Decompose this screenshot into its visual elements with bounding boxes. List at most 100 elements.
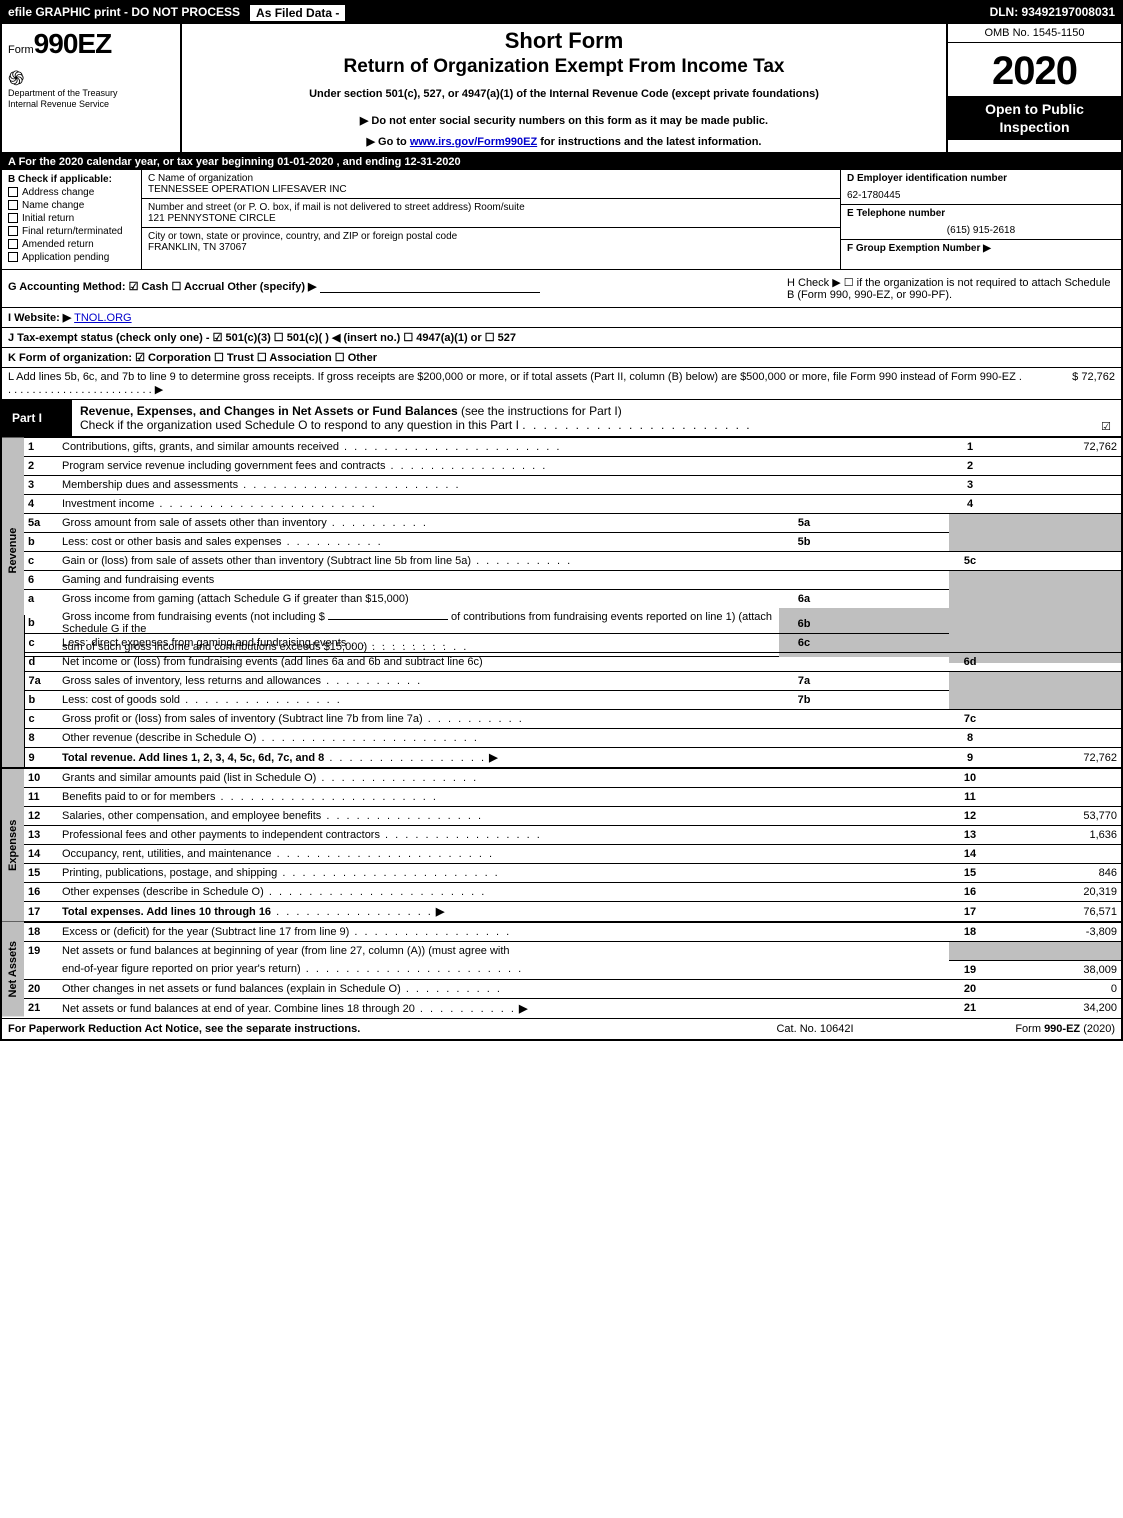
col-b: B Check if applicable: Address change Na…: [2, 170, 142, 269]
row-i-website: I Website: ▶ TNOL.ORG: [2, 308, 1121, 328]
l12-n: 12: [24, 807, 58, 826]
irs-link[interactable]: www.irs.gov/Form990EZ: [410, 136, 537, 148]
l21-d: Net assets or fund balances at end of ye…: [58, 998, 949, 1018]
l10-n: 10: [24, 768, 58, 788]
l18-val: -3,809: [991, 922, 1121, 942]
l4-n: 4: [24, 495, 58, 514]
l3-num: 3: [949, 476, 991, 495]
l16-val: 20,319: [991, 883, 1121, 902]
l17-n: 17: [24, 902, 58, 923]
header-left: Form990EZ ֍ Department of the Treasury I…: [2, 24, 182, 152]
website-link[interactable]: TNOL.ORG: [74, 312, 131, 324]
group-exempt-block: F Group Exemption Number ▶: [841, 240, 1121, 257]
grey-5ab-val: [991, 514, 1121, 552]
row-l-receipts: L Add lines 5b, 6c, and 7b to line 9 to …: [2, 368, 1121, 400]
l2-val: [991, 457, 1121, 476]
org-name-block: C Name of organization TENNESSEE OPERATI…: [142, 170, 840, 199]
l6d-n: d: [24, 653, 58, 672]
omb-number: OMB No. 1545-1150: [948, 24, 1121, 43]
side-revenue: Revenue: [2, 438, 24, 664]
part1-title: Revenue, Expenses, and Changes in Net As…: [72, 400, 1091, 436]
open-line1: Open to Public: [950, 100, 1119, 118]
subtitle: Under section 501(c), 527, or 4947(a)(1)…: [190, 88, 938, 100]
l14-num: 14: [949, 845, 991, 864]
l9-d: Total revenue. Add lines 1, 2, 3, 4, 5c,…: [58, 748, 949, 769]
l5a-midval: [829, 514, 949, 533]
other-specify-line: [320, 292, 540, 293]
goto-pre: ▶ Go to: [367, 136, 410, 148]
l5b-mid: 5b: [779, 533, 829, 552]
footer-cat: Cat. No. 10642I: [715, 1023, 915, 1035]
city-val: FRANKLIN, TN 37067: [148, 242, 834, 253]
open-line2: Inspection: [950, 118, 1119, 136]
l11-num: 11: [949, 788, 991, 807]
side-netassets: Net Assets: [2, 922, 24, 1018]
d-label: D Employer identification number: [847, 173, 1115, 184]
l7b-n: b: [24, 691, 58, 710]
l16-n: 16: [24, 883, 58, 902]
h-schedule-b: H Check ▶ ☐ if the organization is not r…: [781, 270, 1121, 307]
l19-n: 19: [24, 942, 58, 961]
grey-5ab: [949, 514, 991, 552]
l6a-mid: 6a: [779, 590, 829, 609]
l16-num: 16: [949, 883, 991, 902]
row-j-status: J Tax-exempt status (check only one) - ☑…: [2, 328, 1121, 348]
l6c-mid: 6c: [779, 634, 829, 653]
street-block: Number and street (or P. O. box, if mail…: [142, 199, 840, 228]
col-def: D Employer identification number 62-1780…: [841, 170, 1121, 269]
l-text: L Add lines 5b, 6c, and 7b to line 9 to …: [8, 371, 1025, 396]
topbar-spacer: [349, 2, 983, 24]
side-expenses: Expenses: [2, 768, 24, 922]
l7a-d: Gross sales of inventory, less returns a…: [58, 672, 779, 691]
l8-n: 8: [24, 729, 58, 748]
chk-final: Final return/terminated: [8, 226, 135, 237]
footer-right: Form 990-EZ (2020): [915, 1023, 1115, 1035]
l2-n: 2: [24, 457, 58, 476]
l15-d: Printing, publications, postage, and shi…: [58, 864, 949, 883]
lines-table-2: 6b c Less: direct expenses from gaming a…: [2, 615, 1121, 1018]
l15-n: 15: [24, 864, 58, 883]
main-title: Return of Organization Exempt From Incom…: [190, 56, 938, 78]
form-number: Form990EZ: [8, 28, 174, 60]
l5a-n: 5a: [24, 514, 58, 533]
l14-val: [991, 845, 1121, 864]
f-label: F Group Exemption Number ▶: [847, 243, 991, 254]
form-990ez: 990EZ: [34, 28, 112, 59]
l10-val: [991, 768, 1121, 788]
l10-num: 10: [949, 768, 991, 788]
l6d-d: Net income or (loss) from fundraising ev…: [58, 653, 949, 672]
row-gh: G Accounting Method: ☑ Cash ☐ Accrual Ot…: [2, 270, 1121, 308]
l11-val: [991, 788, 1121, 807]
part1-checked: ☑: [1091, 400, 1121, 436]
i-label: I Website: ▶: [8, 312, 71, 324]
topbar-left: efile GRAPHIC print - DO NOT PROCESS: [2, 2, 246, 24]
b-title: B Check if applicable:: [8, 174, 135, 185]
l20-n: 20: [24, 979, 58, 998]
l9-val: 72,762: [991, 748, 1121, 769]
l2-d: Program service revenue including govern…: [58, 457, 949, 476]
l6a-midval: [829, 590, 949, 609]
l6b-mid2: 6b: [779, 615, 829, 634]
chk-initial: Initial return: [8, 213, 135, 224]
l19-num: 19: [949, 960, 991, 979]
l20-val: 0: [991, 979, 1121, 998]
l6-d: Gaming and fundraising events: [58, 571, 949, 590]
e-label: E Telephone number: [847, 208, 1115, 219]
l3-d: Membership dues and assessments: [58, 476, 949, 495]
l5a-d: Gross amount from sale of assets other t…: [58, 514, 779, 533]
goto-post: for instructions and the latest informat…: [537, 136, 761, 148]
tax-year: 2020: [948, 43, 1121, 96]
l13-val: 1,636: [991, 826, 1121, 845]
form-prefix: Form: [8, 44, 34, 56]
part1-header: Part I Revenue, Expenses, and Changes in…: [2, 400, 1121, 437]
l19-d2: end-of-year figure reported on prior yea…: [58, 960, 949, 979]
l6b-blank: [328, 619, 448, 620]
l21-num: 21: [949, 998, 991, 1018]
l3-val: [991, 476, 1121, 495]
row-k-org: K Form of organization: ☑ Corporation ☐ …: [2, 348, 1121, 368]
chk-amended: Amended return: [8, 239, 135, 250]
l18-num: 18: [949, 922, 991, 942]
l20-d: Other changes in net assets or fund bala…: [58, 979, 949, 998]
l14-d: Occupancy, rent, utilities, and maintena…: [58, 845, 949, 864]
l11-d: Benefits paid to or for members: [58, 788, 949, 807]
